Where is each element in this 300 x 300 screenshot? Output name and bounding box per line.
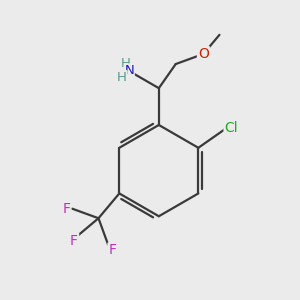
Text: F: F: [70, 234, 78, 248]
Text: N: N: [124, 64, 134, 77]
Text: H: H: [121, 57, 130, 70]
Text: Cl: Cl: [225, 121, 238, 135]
Text: H: H: [117, 71, 127, 84]
Text: F: F: [62, 202, 70, 216]
Text: F: F: [109, 243, 116, 257]
Text: O: O: [198, 47, 209, 61]
